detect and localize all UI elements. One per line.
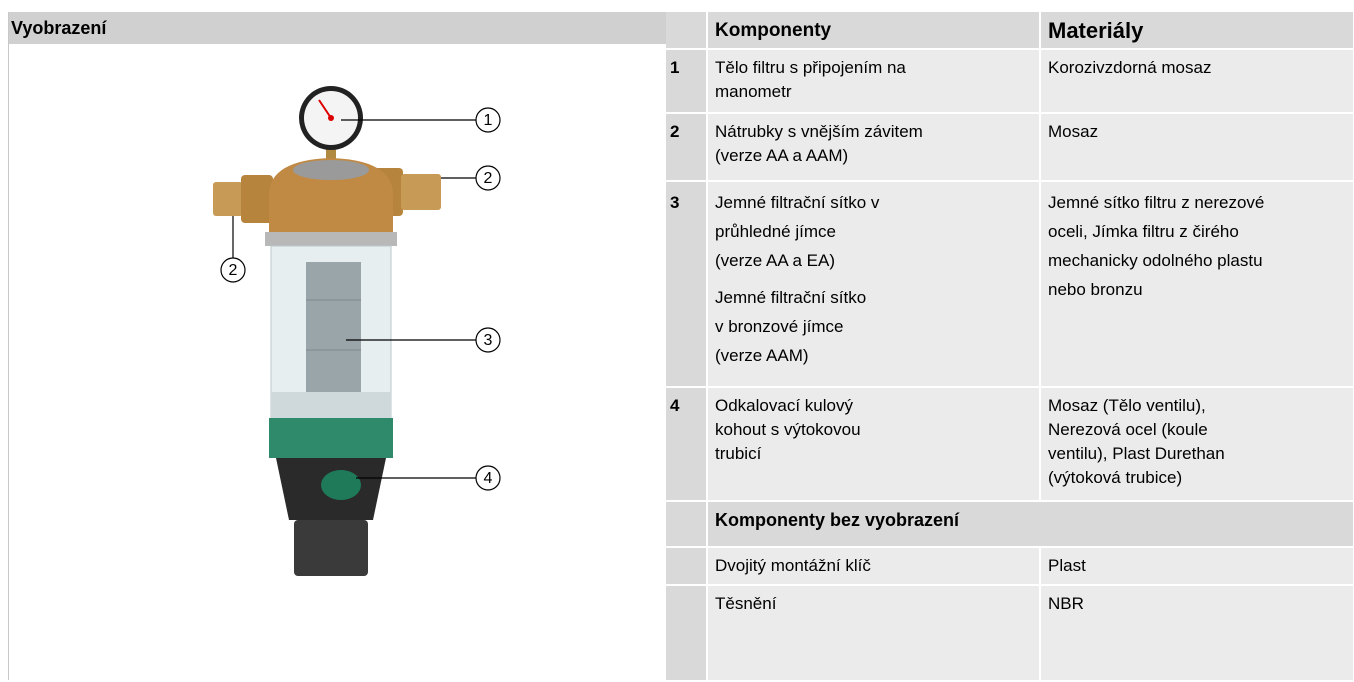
header-cell: Komponenty — [707, 12, 1041, 50]
cell-line: Nátrubky s vnějším závitem — [715, 122, 923, 141]
cell: Dvojitý montážní klíč — [707, 547, 1041, 586]
cell-line: Korozivzdorná mosaz — [1048, 58, 1212, 77]
cell-line: oceli, Jímka filtru z čirého — [1048, 222, 1239, 241]
figure-title: Vyobrazení — [9, 12, 666, 44]
callout: 2 — [229, 262, 238, 279]
components-table: Komponenty Materiály 1 Tělo filtru s přip… — [666, 12, 1354, 682]
cell-line: nebo bronzu — [1048, 280, 1143, 299]
cell-line: (výtoková trubice) — [1048, 468, 1183, 487]
figure-panel: Vyobrazení 1 2 2 3 4 — [8, 12, 666, 680]
cell-line: (verze AA a EA) — [715, 251, 835, 270]
cell-line: Jemné sítko filtru z nerezové — [1048, 193, 1265, 212]
cell-line: (verze AA a AAM) — [715, 146, 849, 165]
section-header: Komponenty bez vyobrazení — [707, 501, 1354, 548]
cell-line: Nerezová ocel (koule — [1048, 420, 1208, 439]
cell-line: v bronzové jímce — [715, 317, 844, 336]
header-cell: Materiály — [1040, 12, 1354, 50]
row-number: 1 — [666, 49, 708, 114]
cell-line: ventilu), Plast Durethan — [1048, 444, 1225, 463]
row-number: 4 — [666, 387, 708, 502]
callout: 4 — [484, 470, 493, 487]
cell-line: Odkalovací kulový — [715, 396, 853, 415]
cell-line: trubicí — [715, 444, 762, 463]
callout: 1 — [484, 112, 493, 129]
cell-line: kohout s výtokovou — [715, 420, 861, 439]
cell: Těsnění — [707, 585, 1041, 682]
cell-line: mechanicky odolného plastu — [1048, 251, 1263, 270]
filter-illustration: 1 2 2 3 4 — [213, 86, 501, 576]
callout: 2 — [484, 170, 493, 187]
cell-line: Mosaz — [1048, 122, 1099, 141]
cell: NBR — [1040, 585, 1354, 682]
row-number: 2 — [666, 113, 708, 182]
cell-line: Jemné filtrační sítko — [715, 288, 867, 307]
row-number: 3 — [666, 181, 708, 388]
callout: 3 — [484, 332, 493, 349]
cell-line: Jemné filtrační sítko v — [715, 193, 880, 212]
cell-line: Tělo filtru s připojením na — [715, 58, 906, 77]
cell-line: (verze AAM) — [715, 346, 809, 365]
cell: Plast — [1040, 547, 1354, 586]
cell-line: průhledné jímce — [715, 222, 836, 241]
cell-line: Mosaz (Tělo ventilu), — [1048, 396, 1206, 415]
cell-line: manometr — [715, 82, 792, 101]
